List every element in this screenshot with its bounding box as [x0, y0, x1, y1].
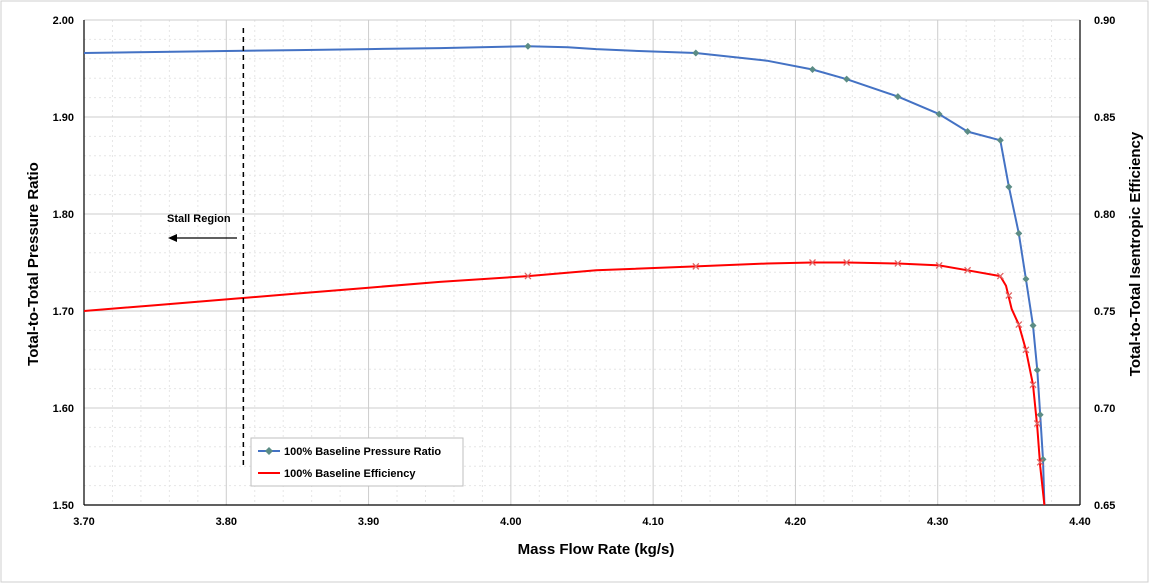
- legend-marker-pressure: [265, 447, 273, 455]
- pressure-ratio-point: [1005, 183, 1013, 191]
- y2-tick-label: 0.75: [1094, 306, 1115, 318]
- right-axis-ticks: 0.65 0.70 0.75 0.80 0.85 0.90: [1094, 15, 1115, 512]
- pressure-ratio-point: [692, 49, 700, 57]
- x-axis-title: Mass Flow Rate (kg/s): [518, 541, 675, 558]
- pressure-ratio-point: [843, 75, 851, 83]
- y-tick-label: 1.90: [53, 112, 74, 124]
- pressure-ratio-point: [1036, 411, 1044, 419]
- efficiency-point: [843, 259, 851, 266]
- x-tick-label: 4.20: [785, 516, 806, 528]
- series-layer: [83, 42, 1047, 506]
- efficiency-point: [964, 266, 972, 274]
- x-tick-label: 4.40: [1069, 516, 1090, 528]
- pressure-ratio-point: [1033, 366, 1041, 374]
- y-tick-label: 1.70: [53, 306, 74, 318]
- pressure-ratio-point: [1029, 322, 1037, 330]
- x-tick-label: 4.10: [642, 516, 663, 528]
- efficiency-point: [1015, 321, 1023, 329]
- pressure-ratio-point: [1015, 229, 1023, 237]
- stall-arrowhead: [168, 234, 177, 242]
- axes: [83, 20, 1081, 506]
- pressure-ratio-point: [1022, 275, 1030, 283]
- efficiency-point: [524, 272, 532, 280]
- pressure-ratio-point: [809, 65, 817, 73]
- legend-label-pressure: 100% Baseline Pressure Ratio: [284, 446, 441, 458]
- efficiency-point: [692, 262, 700, 270]
- y-tick-label: 1.80: [53, 209, 74, 221]
- legend-box: [250, 437, 464, 487]
- series-line-0: [83, 45, 1046, 506]
- efficiency-point: [809, 259, 816, 266]
- y-axis-title: Total-to-Total Pressure Ratio: [25, 162, 42, 366]
- x-tick-label: 3.90: [358, 516, 379, 528]
- y2-tick-label: 0.70: [1094, 403, 1115, 415]
- y-tick-label: 2.00: [53, 15, 74, 27]
- y2-axis-title: Total-to-Total Isentropic Efficiency: [1127, 131, 1144, 376]
- x-tick-label: 3.70: [73, 516, 94, 528]
- efficiency-point: [1036, 458, 1044, 466]
- y2-tick-label: 0.90: [1094, 15, 1115, 27]
- legend-label-efficiency: 100% Baseline Efficiency: [284, 468, 416, 480]
- pressure-ratio-point: [524, 42, 532, 50]
- efficiency-point: [1029, 381, 1037, 389]
- efficiency-point: [1005, 292, 1013, 299]
- left-axis-ticks: 1.50 1.60 1.70 1.80 1.90 2.00: [53, 15, 74, 512]
- stall-region-label: Stall Region: [167, 213, 231, 225]
- grid-lines: [83, 19, 1081, 506]
- x-tick-label: 4.00: [500, 516, 521, 528]
- stall-annotation: Stall Region: [167, 28, 245, 466]
- legend: 100% Baseline Pressure Ratio 100% Baseli…: [250, 437, 464, 487]
- series-line-1: [83, 261, 1046, 506]
- x-tick-label: 3.80: [216, 516, 237, 528]
- y-tick-label: 1.50: [53, 500, 74, 512]
- pressure-ratio-point: [964, 128, 972, 136]
- pressure-ratio-point: [996, 136, 1004, 144]
- bottom-axis-ticks: 3.70 3.80 3.90 4.00 4.10 4.20 4.30 4.40: [73, 516, 1090, 528]
- efficiency-point: [1022, 346, 1030, 354]
- y-tick-label: 1.60: [53, 403, 74, 415]
- pressure-ratio-point: [894, 93, 902, 101]
- efficiency-point: [996, 272, 1004, 280]
- pressure-ratio-point: [935, 110, 943, 118]
- y2-tick-label: 0.80: [1094, 209, 1115, 221]
- y2-tick-label: 0.65: [1094, 500, 1115, 512]
- y2-tick-label: 0.85: [1094, 112, 1115, 124]
- efficiency-point: [894, 260, 902, 267]
- x-tick-label: 4.30: [927, 516, 948, 528]
- efficiency-point: [935, 261, 943, 269]
- efficiency-point: [1033, 420, 1041, 427]
